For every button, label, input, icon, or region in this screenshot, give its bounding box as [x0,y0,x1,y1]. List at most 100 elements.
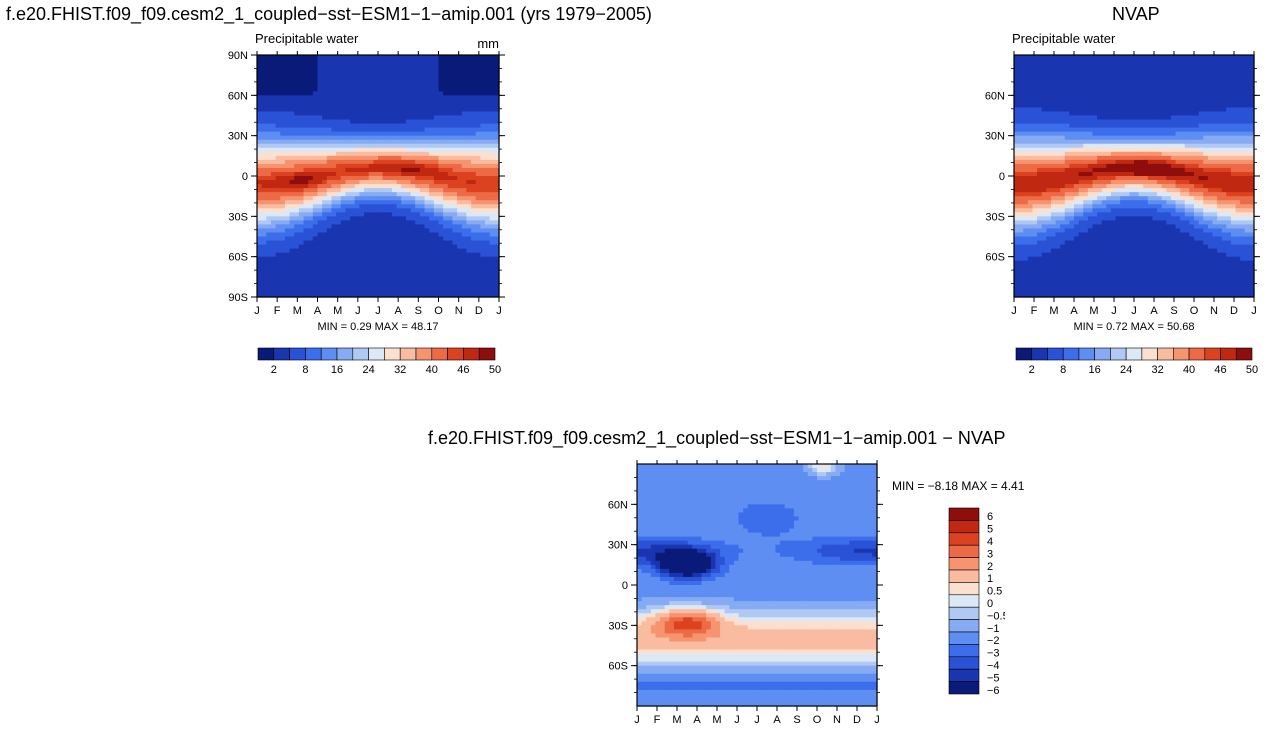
obs-cell [1064,288,1070,294]
obs-cell [1023,87,1029,92]
obs-cell [1014,236,1020,242]
model-cell [266,167,272,173]
model-cell [354,63,360,68]
obs-cell [1060,115,1066,121]
model-cell [368,111,374,117]
obs-cell [1060,87,1066,92]
model-cell [457,87,463,92]
model-cell [359,55,365,60]
model-cell [340,180,347,185]
model-cell [382,115,388,121]
obs-cell [1046,272,1052,278]
model-cell [378,107,384,113]
obs-cell [1134,244,1140,250]
model-cell [326,155,333,161]
model-cell [270,232,277,238]
model-cell [415,260,421,266]
model-cell [378,155,384,161]
model-cell [331,79,337,84]
obs-cell [1106,180,1112,185]
model-cell [419,79,426,84]
model-cell [312,143,319,149]
model-cell [429,188,435,193]
model-cell [438,188,444,193]
model-cell [405,212,412,217]
model-cell [359,95,365,100]
model-cell [326,103,333,109]
model-cell [354,176,360,181]
obs-cell [1120,192,1126,197]
obs-cell [1115,176,1121,181]
model-cell [405,284,412,290]
model-cell [419,83,426,88]
model-cell [275,260,281,266]
obs-cell [1055,119,1061,125]
obs-cell [1092,115,1098,121]
obs-cell [1074,228,1080,234]
model-cell [350,208,356,213]
model-cell [350,292,356,298]
obs-cell [1124,107,1130,113]
model-cell [322,248,328,254]
model-cell [461,79,468,84]
model-cell [415,135,421,141]
model-cell [457,272,463,278]
obs-cell [1124,71,1130,76]
obs-cell [1138,272,1144,278]
model-cell [401,155,407,161]
obs-cell [1069,292,1075,298]
model-cell [340,147,347,153]
model-cell [368,135,374,141]
model-cell [378,248,384,254]
model-cell [466,232,472,238]
obs-cell [1023,236,1029,242]
model-cell [489,115,495,121]
model-cell [261,208,267,213]
obs-cell [1101,159,1107,165]
model-cell [317,135,323,141]
model-cell [396,163,402,169]
model-cell [322,180,328,185]
model-cell [261,167,267,173]
model-cell [447,127,454,133]
model-cell [317,139,323,145]
model-cell [266,171,272,177]
obs-cell [1115,75,1121,80]
model-cell [364,171,370,177]
model-cell [294,292,300,298]
obs-cell [1110,91,1117,96]
model-cell [378,163,384,169]
model-cell [461,103,468,109]
model-cell [443,71,449,76]
model-cell [457,208,463,213]
obs-cell [1078,292,1084,298]
model-cell [429,151,435,157]
model-cell [331,163,337,169]
obs-cell [1110,276,1117,282]
obs-cell [1037,143,1043,149]
obs-cell [1014,167,1020,173]
obs-cell [1106,236,1112,242]
model-cell [415,292,421,298]
obs-cell [1069,143,1075,149]
model-cell [401,107,407,113]
model-cell [373,240,379,246]
model-cell [382,135,388,141]
model-cell [354,155,360,161]
model-cell [308,127,314,133]
model-cell [308,87,314,92]
model-cell [415,115,421,121]
model-cell [387,155,393,161]
model-cell [438,167,444,173]
obs-cell [1129,115,1135,121]
obs-cell [1097,87,1103,92]
obs-cell [1092,143,1098,149]
obs-cell [1129,139,1135,145]
obs-cell [1134,151,1140,157]
model-cell [433,159,440,165]
model-cell [368,127,374,133]
model-cell [303,95,309,100]
model-cell [401,208,407,213]
model-cell [410,123,416,129]
obs-cell [1074,119,1080,125]
